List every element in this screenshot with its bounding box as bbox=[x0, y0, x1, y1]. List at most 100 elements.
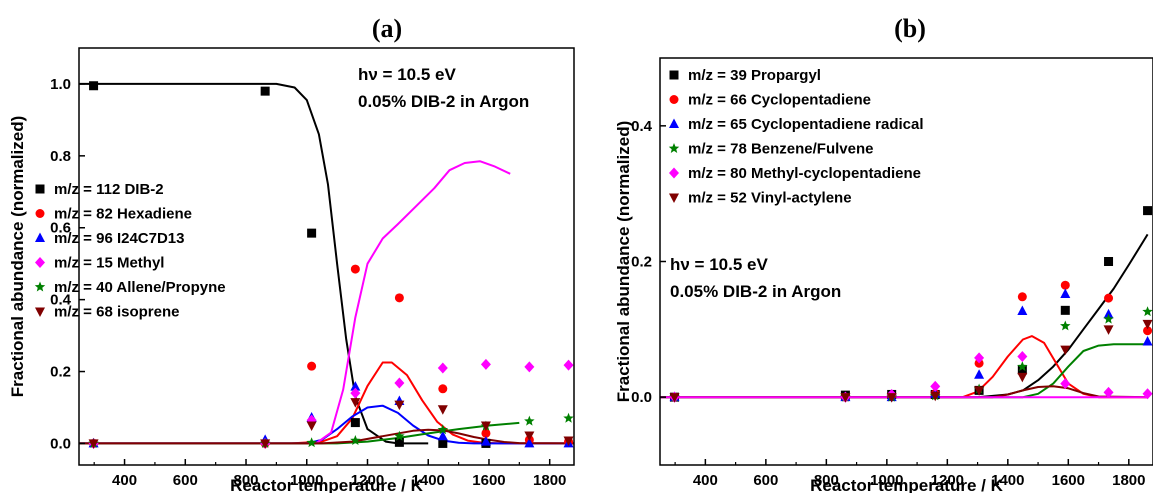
data-point bbox=[1017, 292, 1027, 302]
data-point bbox=[438, 438, 448, 448]
data-point bbox=[307, 361, 317, 371]
y-tick-label: 0.0 bbox=[631, 389, 652, 406]
panel-label: (a) bbox=[372, 14, 402, 43]
x-axis-label: Reactor temperature / K bbox=[810, 476, 1003, 493]
data-point bbox=[394, 377, 405, 389]
legend-label: m/z = 112 DIB-2 bbox=[54, 181, 164, 198]
data-point bbox=[930, 380, 941, 392]
data-points bbox=[669, 206, 1153, 403]
x-tick-label: 600 bbox=[173, 472, 198, 489]
annotation: 0.05% DIB-2 in Argon bbox=[670, 282, 841, 301]
legend-label: m/z = 52 Vinyl-actylene bbox=[688, 190, 852, 207]
data-point bbox=[563, 359, 574, 371]
data-point bbox=[350, 264, 360, 274]
y-tick-label: 0.6 bbox=[50, 220, 71, 237]
legend-label: m/z = 40 Allene/Propyne bbox=[54, 279, 226, 296]
x-tick-label: 1600 bbox=[472, 472, 505, 489]
y-tick-label: 0.4 bbox=[50, 292, 72, 309]
legend-marker bbox=[35, 307, 45, 317]
legend-label: m/z = 39 Propargyl bbox=[688, 67, 821, 84]
annotation: 0.05% DIB-2 in Argon bbox=[358, 92, 529, 111]
data-point bbox=[1017, 305, 1028, 316]
data-point bbox=[1060, 280, 1070, 290]
legend-marker bbox=[668, 143, 680, 153]
data-point bbox=[437, 430, 448, 441]
data-point bbox=[350, 435, 361, 445]
data-point bbox=[1017, 361, 1028, 372]
x-tick-label: 600 bbox=[753, 472, 778, 489]
data-point bbox=[1142, 388, 1153, 400]
data-point bbox=[1060, 378, 1071, 390]
data-point bbox=[350, 398, 361, 408]
data-point bbox=[394, 437, 404, 447]
data-point bbox=[480, 421, 491, 431]
plot-frame bbox=[78, 47, 575, 466]
legend-marker bbox=[669, 167, 679, 179]
x-tick-label: 1000 bbox=[870, 472, 903, 489]
y-axis-label: Fractional abundance (normalized) bbox=[614, 121, 633, 403]
data-point bbox=[669, 393, 680, 403]
data-point bbox=[306, 437, 317, 448]
fit-curve-2 bbox=[660, 343, 1148, 399]
data-point bbox=[1142, 306, 1153, 317]
fit-curve-1 bbox=[660, 335, 1148, 399]
data-point bbox=[394, 430, 405, 441]
legend-marker bbox=[35, 232, 45, 242]
y-tick-label: 0.0 bbox=[50, 435, 71, 452]
data-point bbox=[974, 386, 985, 396]
data-point bbox=[1104, 257, 1114, 266]
legend-marker bbox=[34, 281, 46, 292]
fit-curve-1 bbox=[79, 361, 574, 445]
legend-marker bbox=[669, 95, 679, 104]
legend-label: m/z = 68 isoprene bbox=[54, 304, 179, 321]
y-tick-label: 0.2 bbox=[631, 254, 652, 271]
data-point bbox=[394, 293, 404, 303]
data-point bbox=[840, 393, 851, 403]
data-point bbox=[563, 412, 574, 423]
data-point bbox=[306, 421, 317, 431]
fit-curve-3 bbox=[660, 385, 1148, 399]
data-point bbox=[1143, 206, 1153, 216]
legend-marker bbox=[35, 257, 45, 268]
x-tick-label: 800 bbox=[814, 472, 839, 489]
x-tick-label: 800 bbox=[234, 472, 259, 489]
data-point bbox=[1060, 305, 1070, 315]
panel-label: (b) bbox=[894, 14, 926, 43]
data-point bbox=[350, 381, 361, 391]
data-point bbox=[1103, 386, 1114, 398]
data-point bbox=[350, 418, 360, 428]
legend-marker bbox=[35, 184, 45, 194]
x-tick-label: 400 bbox=[112, 472, 137, 489]
data-point bbox=[1017, 350, 1028, 362]
x-tick-label: 400 bbox=[693, 472, 718, 489]
data-point bbox=[524, 431, 535, 442]
data-point bbox=[438, 384, 448, 394]
legend-marker bbox=[669, 118, 679, 128]
y-axis-label: Fractional abundance (normalized) bbox=[8, 116, 27, 398]
x-axis-label: Reactor temperature / K bbox=[230, 476, 423, 493]
data-point bbox=[974, 352, 985, 364]
x-tick-label: 1200 bbox=[351, 472, 384, 489]
data-point bbox=[1103, 308, 1114, 319]
data-point bbox=[480, 358, 491, 370]
x-tick-label: 1400 bbox=[991, 472, 1024, 489]
legend-label: m/z = 15 Methyl bbox=[54, 255, 164, 272]
legend-label: m/z = 66 Cyclopentadiene bbox=[688, 92, 871, 109]
data-point bbox=[1142, 336, 1153, 346]
x-tick-label: 1800 bbox=[1112, 472, 1145, 489]
data-point bbox=[974, 369, 985, 379]
data-point bbox=[930, 391, 941, 402]
legend-label: m/z = 78 Benzene/Fulvene bbox=[688, 141, 874, 158]
x-tick-label: 1000 bbox=[290, 472, 323, 489]
legend-marker bbox=[35, 209, 45, 218]
data-point bbox=[394, 400, 405, 411]
data-point bbox=[480, 436, 491, 446]
chart-panel-a: (a) 400 600 800 1000 1200 1400 1600 1800 0.0 0.2 0.… bbox=[8, 14, 575, 493]
x-tick-label: 1200 bbox=[931, 472, 964, 489]
data-point bbox=[481, 428, 491, 438]
y-tick-label: 0.2 bbox=[50, 364, 71, 381]
data-point bbox=[1103, 313, 1114, 324]
data-point bbox=[1142, 319, 1153, 330]
data-point bbox=[307, 228, 317, 238]
